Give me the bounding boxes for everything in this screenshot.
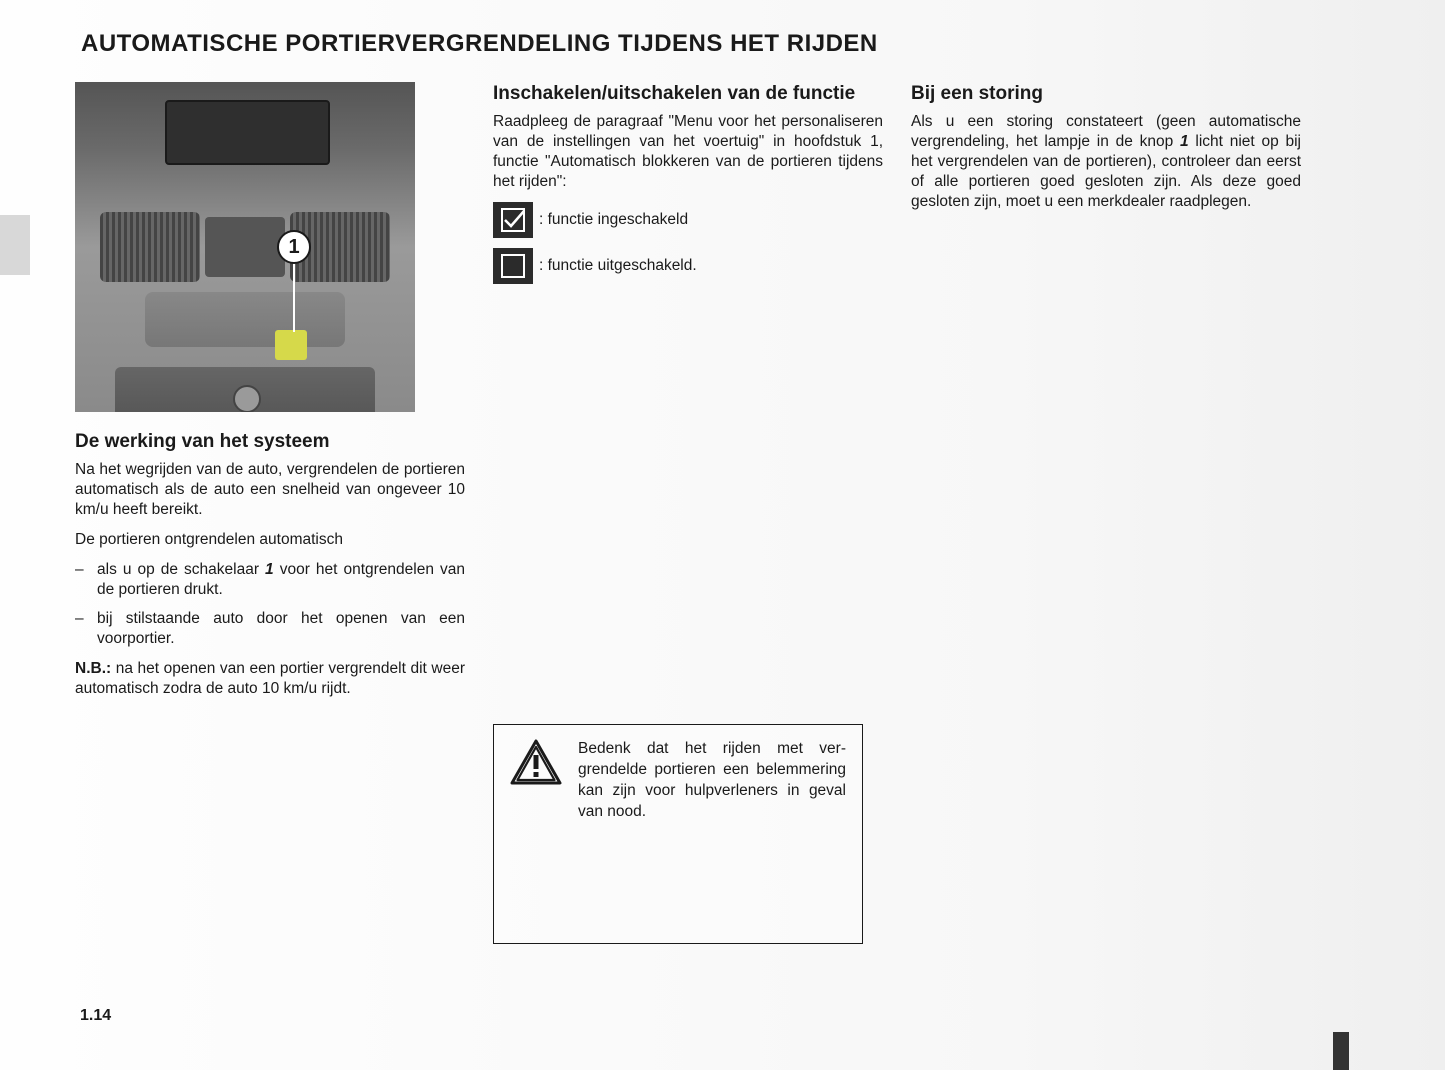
manual-page: AUTOMATISCHE PORTIERVERGRENDELING TIJDEN… [0,0,1445,1070]
col1-li2: bij stilstaande auto door het openen van… [75,609,465,649]
col1-li1-b: 1 [265,561,274,578]
col1-p1: Na het wegrijden van de auto, vergrende­… [75,460,465,520]
content-columns: 1 26753 De werking van het systeem Na he… [75,82,1345,709]
photo-nav-screen [165,100,330,165]
callout-bubble: 1 [277,230,311,264]
col2-p1: Raadpleeg de paragraaf "Menu voor het pe… [493,112,883,193]
column-2: Inschakelen/uitschakelen van de functie … [493,82,883,294]
col1-nb-text: na het openen van een portier ver­grende… [75,660,465,697]
column-1: 1 26753 De werking van het systeem Na he… [75,82,465,709]
checkbox-checked-icon [493,202,533,238]
photo-vent-left [100,212,200,282]
col1-p2: De portieren ontgrendelen automatisch [75,530,465,550]
col1-nb: N.B.: na het openen van een portier ver­… [75,659,465,699]
dashboard-photo: 1 26753 [75,82,415,412]
warning-triangle-icon [510,739,562,785]
col1-heading: De werking van het systeem [75,430,465,454]
photo-radio-unit [115,367,375,412]
page-title: AUTOMATISCHE PORTIERVERGRENDELING TIJDEN… [81,30,1345,58]
right-thumb-tab [1333,1032,1349,1070]
unchecked-label: : functie uitgeschakeld. [539,257,697,275]
warning-box: Bedenk dat het rijden met ver­grendelde … [493,724,863,944]
col2-bottom-region: Bedenk dat het rijden met ver­grendelde … [493,714,863,944]
left-thumb-tab [0,215,30,275]
col1-li1: als u op de schakelaar 1 voor het ont­gr… [75,560,465,600]
col2-heading: Inschakelen/uitschakelen van de functie [493,82,883,106]
col1-list: als u op de schakelaar 1 voor het ont­gr… [75,560,465,649]
col3-p1-b: 1 [1180,133,1189,150]
checked-label: : functie ingeschakeld [539,211,688,229]
page-number: 1.14 [80,1007,111,1025]
column-3: Bij een storing Als u een storing consta… [911,82,1301,222]
col3-p1: Als u een storing constateert (geen auto… [911,112,1301,213]
col3-heading: Bij een storing [911,82,1301,106]
photo-center-stack [205,217,285,277]
photo-highlighted-button [275,330,307,360]
col1-nb-label: N.B.: [75,660,111,677]
col1-li1-a: als u op de schakelaar [97,561,265,578]
checked-row: : functie ingeschakeld [493,202,883,238]
warning-text: Bedenk dat het rijden met ver­grendelde … [578,739,846,823]
callout-line [293,252,295,332]
unchecked-row: : functie uitgeschakeld. [493,248,883,284]
callout-number: 1 [288,236,299,259]
photo-button-cluster [145,292,345,347]
checkbox-unchecked-icon [493,248,533,284]
